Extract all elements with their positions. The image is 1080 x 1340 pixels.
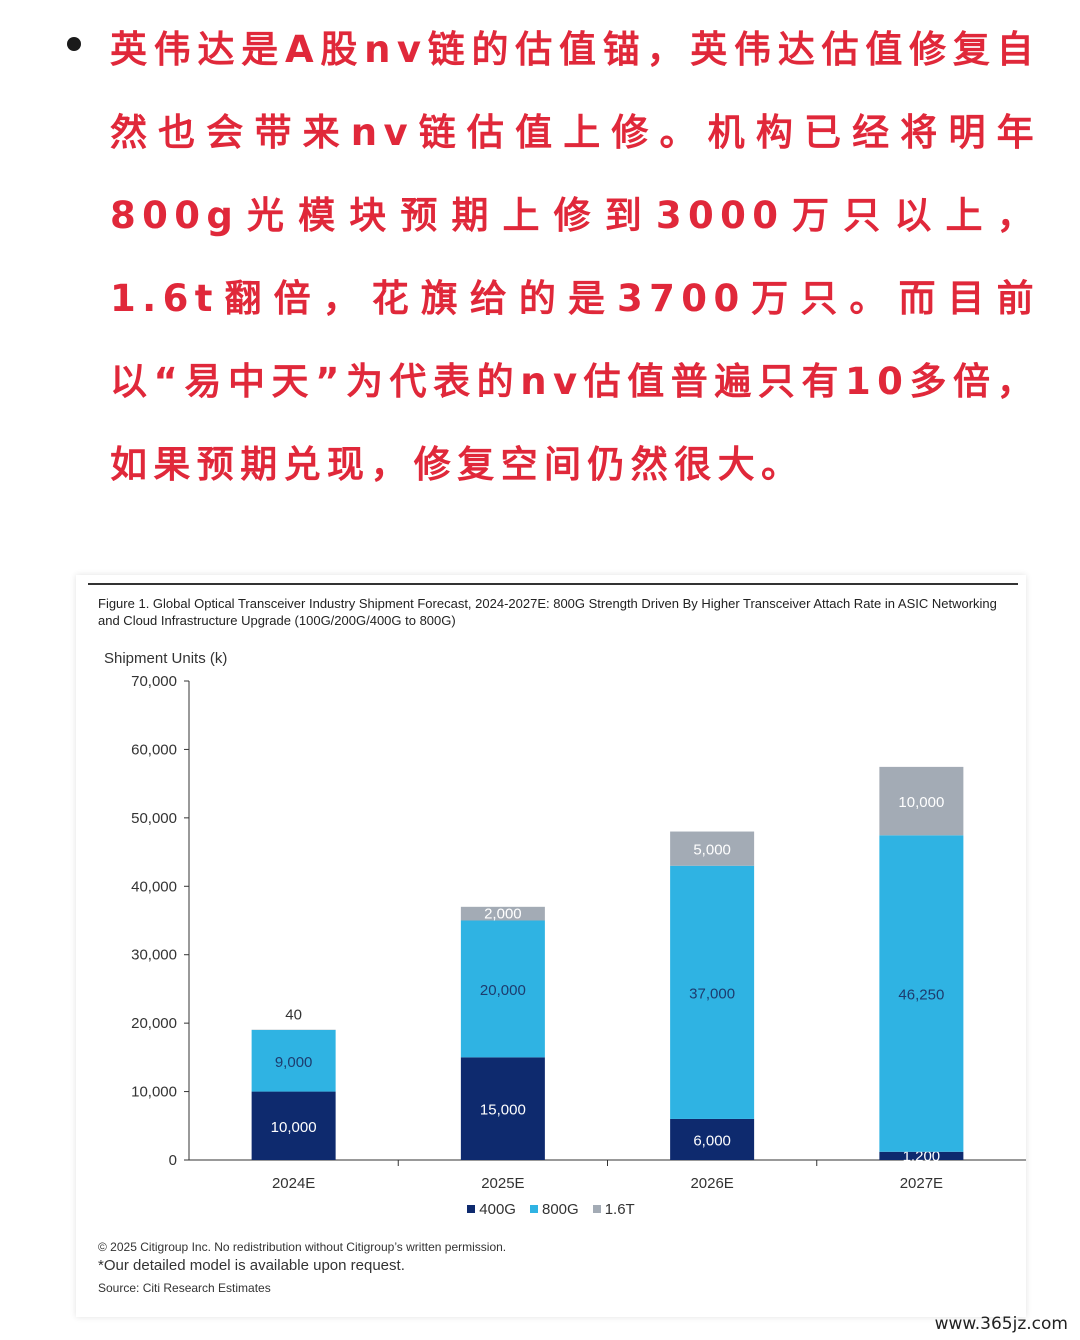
bar-800g-2027e	[879, 835, 964, 1152]
data-label: 1,200	[903, 1148, 941, 1165]
y-axis-label: Shipment Units (k)	[104, 650, 227, 667]
bar-400g-2025e	[460, 1057, 545, 1160]
x-tick-label: 2025E	[481, 1175, 524, 1192]
bar-16t-2027e	[879, 766, 964, 836]
bar-400g-2024e	[251, 1091, 336, 1160]
data-label: 10,000	[271, 1119, 317, 1136]
watermark: www.365jz.com	[934, 1314, 1068, 1334]
legend-label: 800G	[541, 1201, 579, 1218]
post-text: 英伟达是A股nv链的估值锚，英伟达估值修复自然也会带来nv链估值上修。机构已经将…	[110, 28, 1040, 486]
bar-800g-2025e	[460, 920, 545, 1058]
bar-16t-2025e	[460, 906, 545, 921]
post-body: 英伟达是A股nv链的估值锚，英伟达估值修复自然也会带来nv链估值上修。机构已经将…	[0, 0, 1080, 570]
data-label: 5,000	[693, 842, 731, 859]
data-label: 2,000	[484, 906, 522, 923]
legend-swatch	[529, 1205, 538, 1213]
source-note: Source: Citi Research Estimates	[98, 1281, 271, 1295]
y-tick-label: 0	[169, 1152, 177, 1169]
y-tick-label: 10,000	[131, 1084, 177, 1101]
x-tick-label: 2027E	[900, 1175, 943, 1192]
copyright-note: © 2025 Citigroup Inc. No redistribution …	[98, 1240, 507, 1254]
y-tick-label: 30,000	[131, 947, 177, 964]
figure-top-rule	[88, 583, 1018, 585]
data-label: 20,000	[480, 982, 526, 999]
legend-label: 1.6T	[604, 1201, 635, 1218]
x-tick-label: 2026E	[690, 1175, 733, 1192]
model-note: *Our detailed model is available upon re…	[98, 1257, 405, 1274]
y-tick-label: 40,000	[131, 878, 177, 895]
bar-800g-2024e	[251, 1029, 336, 1092]
data-label: 9,000	[275, 1054, 313, 1071]
x-tick-label: 2024E	[272, 1175, 315, 1192]
chart-figure: Figure 1. Global Optical Transceiver Ind…	[76, 575, 1026, 1317]
legend-swatch	[467, 1205, 476, 1213]
data-label: 15,000	[480, 1102, 526, 1119]
chart-plot: Shipment Units (k) 0 10,000 20,000 30,000 40,…	[104, 650, 1026, 1192]
y-tick-label: 50,000	[131, 810, 177, 827]
data-label: 10,000	[898, 794, 944, 811]
legend-label: 400G	[479, 1201, 516, 1218]
bullet-icon	[67, 37, 81, 51]
bar-400g-2026e	[670, 1118, 755, 1160]
data-label: 46,250	[898, 987, 944, 1004]
y-tick-label: 60,000	[131, 741, 177, 758]
legend-item: 1.6T	[592, 1201, 635, 1218]
bar-400g-2027e	[879, 1151, 964, 1160]
y-tick-label: 20,000	[131, 1015, 177, 1032]
y-tick-label: 70,000	[131, 673, 177, 690]
data-label: 6,000	[693, 1132, 731, 1149]
chart-legend: 400G 800G 1.6T	[76, 1201, 1026, 1218]
legend-item: 400G	[467, 1201, 516, 1218]
legend-item: 800G	[529, 1201, 579, 1218]
data-label: 37,000	[689, 985, 735, 1002]
legend-swatch	[592, 1205, 601, 1213]
chart-title: Figure 1. Global Optical Transceiver Ind…	[98, 596, 997, 628]
bar-800g-2026e	[670, 865, 755, 1119]
data-label: 40	[285, 1007, 302, 1024]
bar-16t-2026e	[670, 831, 755, 866]
